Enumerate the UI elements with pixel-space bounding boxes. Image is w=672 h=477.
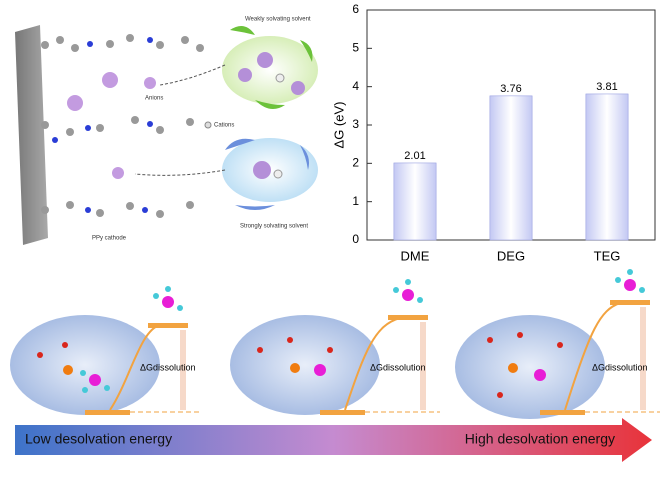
y-tick-label: 3 bbox=[352, 117, 359, 131]
delta-g-label: ΔGdissolution bbox=[370, 362, 426, 372]
illustration bbox=[15, 25, 318, 245]
arrow-label-high: High desolvation energy bbox=[465, 431, 615, 447]
y-tick-label: 1 bbox=[352, 194, 359, 208]
x-tick-label: DEG bbox=[497, 248, 525, 263]
y-tick-label: 6 bbox=[352, 2, 359, 16]
label: Weakly solvating solvent bbox=[245, 17, 311, 23]
value-label: 2.01 bbox=[404, 150, 425, 162]
delta-g-label: ΔGdissolution bbox=[592, 362, 648, 372]
bottom-panels bbox=[10, 269, 660, 462]
label: Anions bbox=[145, 96, 163, 102]
label: Cations bbox=[214, 123, 234, 129]
y-tick-label: 4 bbox=[352, 79, 359, 93]
value-label: 3.76 bbox=[500, 83, 521, 95]
x-tick-label: TEG bbox=[594, 248, 621, 263]
y-tick-label: 2 bbox=[352, 156, 359, 170]
x-tick-label: DME bbox=[401, 248, 430, 263]
bar bbox=[489, 95, 533, 241]
value-label: 3.81 bbox=[596, 81, 617, 93]
delta-g-label: ΔGdissolution bbox=[140, 362, 196, 372]
arrow-label-low: Low desolvation energy bbox=[25, 431, 172, 447]
label: PPy cathode bbox=[92, 236, 127, 242]
y-axis-label: ΔG (eV) bbox=[331, 102, 346, 149]
label: Strongly solvating solvent bbox=[240, 224, 308, 230]
bar bbox=[585, 93, 629, 241]
chart: 0 1 2 3 4 5 6 DME 2.01 DEG 3.76 TEG 3.81 bbox=[352, 2, 629, 263]
bar bbox=[393, 162, 437, 241]
y-tick-label: 0 bbox=[352, 232, 359, 246]
y-tick-label: 5 bbox=[352, 41, 359, 55]
